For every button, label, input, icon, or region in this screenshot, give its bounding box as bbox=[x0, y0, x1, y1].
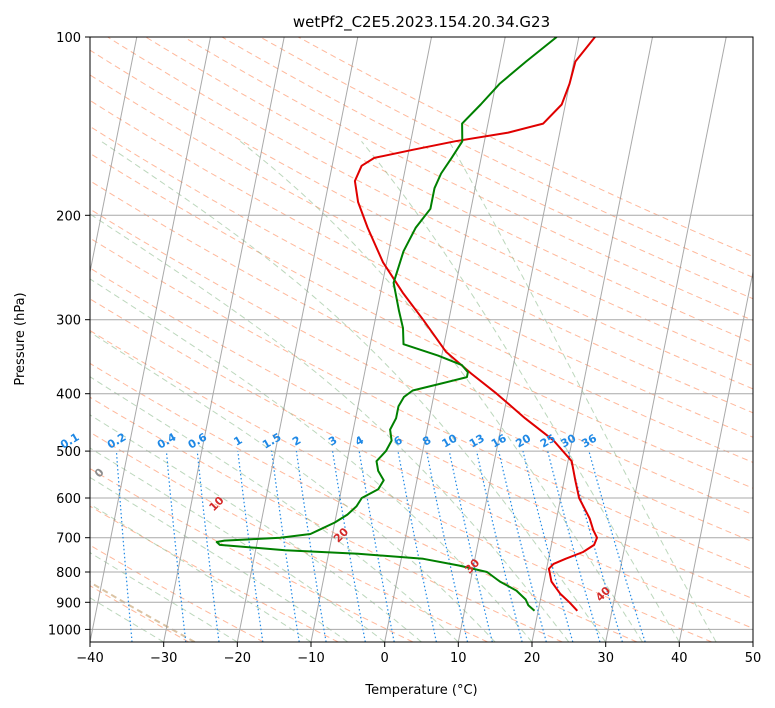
mixing-ratio-line bbox=[397, 450, 437, 642]
mixing-ratio-line bbox=[332, 451, 366, 642]
mixing-ratio-line bbox=[271, 451, 300, 642]
mixing-ratio-line bbox=[476, 450, 523, 642]
isotherm-line bbox=[457, 37, 580, 642]
dry-adiabat-line bbox=[90, 237, 753, 571]
isotherm-line bbox=[605, 37, 727, 642]
dry-adiabat-line bbox=[221, 37, 753, 300]
mixing-ratio-line bbox=[196, 451, 220, 642]
isotherm-line bbox=[236, 37, 359, 642]
mixing-ratio-line bbox=[522, 450, 574, 642]
isotherm-line bbox=[310, 37, 432, 642]
x-tick-label: 40 bbox=[671, 651, 688, 666]
isotherm-line bbox=[531, 37, 653, 642]
y-tick-label: 600 bbox=[56, 492, 81, 507]
mixing-ratio-line bbox=[498, 450, 547, 642]
x-tick-label: 0 bbox=[381, 651, 389, 666]
mixing-ratio-line bbox=[358, 451, 395, 642]
dry-adiabat-line bbox=[90, 99, 753, 438]
y-tick-label: 200 bbox=[56, 209, 81, 224]
x-tick-label: 30 bbox=[597, 651, 614, 666]
mixing-ratio-line bbox=[165, 451, 187, 642]
dry-adiabat-line bbox=[298, 37, 753, 258]
isotherm-line bbox=[384, 37, 506, 642]
dry-adiabat-line bbox=[90, 362, 638, 642]
mixing-ratio-line bbox=[448, 450, 493, 642]
mixing-ratio-line bbox=[295, 451, 327, 642]
dry-adiabat-line bbox=[90, 152, 753, 489]
dewpoint-profile-line bbox=[215, 37, 558, 612]
y-tick-label: 300 bbox=[56, 314, 81, 329]
dry-adiabat-line bbox=[90, 396, 563, 642]
x-tick-label: −40 bbox=[76, 651, 103, 666]
isotherm-line bbox=[163, 37, 285, 642]
dry-adiabat-line bbox=[90, 49, 753, 390]
x-tick-label: −10 bbox=[297, 651, 324, 666]
y-tick-label: 700 bbox=[56, 532, 81, 547]
dry-adiabat-line bbox=[183, 37, 753, 321]
x-axis-label: Temperature (°C) bbox=[364, 683, 477, 698]
chart-title: wetPf2_C2E5.2023.154.20.34.G23 bbox=[293, 13, 550, 32]
x-tick-label: −30 bbox=[150, 651, 177, 666]
x-tick-label: −20 bbox=[224, 651, 251, 666]
temperature-profile-line bbox=[353, 37, 598, 612]
isotherm-line bbox=[678, 269, 753, 642]
data-series bbox=[215, 37, 598, 612]
background-lines bbox=[90, 37, 753, 642]
x-tick-label: 20 bbox=[524, 651, 541, 666]
plot-frame bbox=[89, 36, 754, 643]
x-tick-label: 50 bbox=[745, 651, 762, 666]
y-tick-label: 800 bbox=[56, 566, 81, 581]
y-tick-label: 1000 bbox=[48, 623, 81, 638]
dry-adiabat-line bbox=[90, 74, 753, 414]
mixing-ratio-line bbox=[547, 450, 601, 642]
mixing-ratio-line bbox=[426, 450, 469, 642]
dry-adiabat-line bbox=[90, 125, 753, 463]
dry-adiabat-line bbox=[90, 505, 339, 642]
isotherm-line bbox=[90, 37, 138, 275]
y-axis-label: Pressure (hPa) bbox=[13, 292, 28, 385]
dry-adiabat-line bbox=[107, 37, 753, 367]
y-tick-label: 500 bbox=[56, 445, 81, 460]
y-tick-label: 400 bbox=[56, 388, 81, 403]
axes: −40 −30 −20 −10 0 10 20 30 40 50 100 200 300 400 500 60… bbox=[48, 31, 761, 666]
dry-adiabat-line bbox=[90, 267, 753, 600]
dry-adiabat-line bbox=[259, 37, 753, 278]
y-tick-label: 100 bbox=[56, 31, 81, 46]
x-tick-label: 10 bbox=[450, 651, 467, 666]
mixing-ratio-line bbox=[588, 450, 646, 642]
dry-adiabat-line bbox=[145, 37, 753, 344]
isotherm-line bbox=[90, 37, 211, 642]
mixing-ratio-line bbox=[567, 450, 623, 642]
y-tick-label: 900 bbox=[56, 596, 81, 611]
